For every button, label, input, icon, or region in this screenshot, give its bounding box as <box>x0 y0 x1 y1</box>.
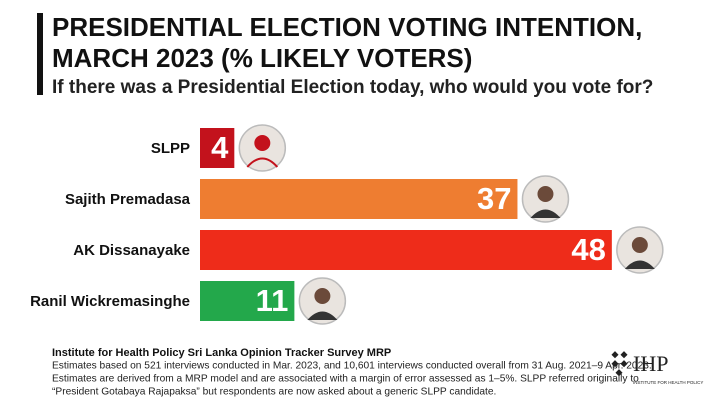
category-label: SLPP <box>151 140 190 157</box>
portrait-head <box>254 135 271 151</box>
chart-subtitle: If there was a Presidential Election tod… <box>52 77 653 98</box>
note: Estimates are derived from a MRP model a… <box>52 374 639 385</box>
category-label: Ranil Wickremasinghe <box>30 293 190 310</box>
logo: IHP INSTITUTE FOR HEALTH POLICY <box>611 351 703 385</box>
logo-caption: INSTITUTE FOR HEALTH POLICY <box>633 380 703 385</box>
logo-icon <box>611 351 628 377</box>
category-label: Sajith Premadasa <box>65 191 191 208</box>
portrait-head <box>314 288 331 304</box>
chart-title: MARCH 2023 (% LIKELY VOTERS) <box>52 43 472 73</box>
bar <box>200 128 235 168</box>
value-label: 37 <box>477 181 511 216</box>
portrait-body <box>624 260 655 269</box>
note: Estimates based on 521 interviews conduc… <box>52 361 652 372</box>
note: “President Gotabaya Rajapaksa” but respo… <box>52 387 496 398</box>
category-label: AK Dissanayake <box>73 242 190 259</box>
chart-title: PRESIDENTIAL ELECTION VOTING INTENTION, <box>52 12 642 42</box>
portrait-body <box>530 209 561 218</box>
portrait-head <box>537 186 554 202</box>
bar <box>200 281 295 321</box>
portrait-body <box>307 311 338 320</box>
value-label: 48 <box>571 232 605 267</box>
bar <box>200 230 612 270</box>
source: Institute for Health Policy Sri Lanka Op… <box>52 347 391 359</box>
title-accent <box>37 13 43 95</box>
portrait-body <box>246 157 279 168</box>
portrait-head <box>631 237 648 253</box>
value-label: 11 <box>256 283 289 318</box>
logo-text: IHP <box>633 351 668 376</box>
value-label: 4 <box>211 130 229 165</box>
bar <box>200 179 518 219</box>
